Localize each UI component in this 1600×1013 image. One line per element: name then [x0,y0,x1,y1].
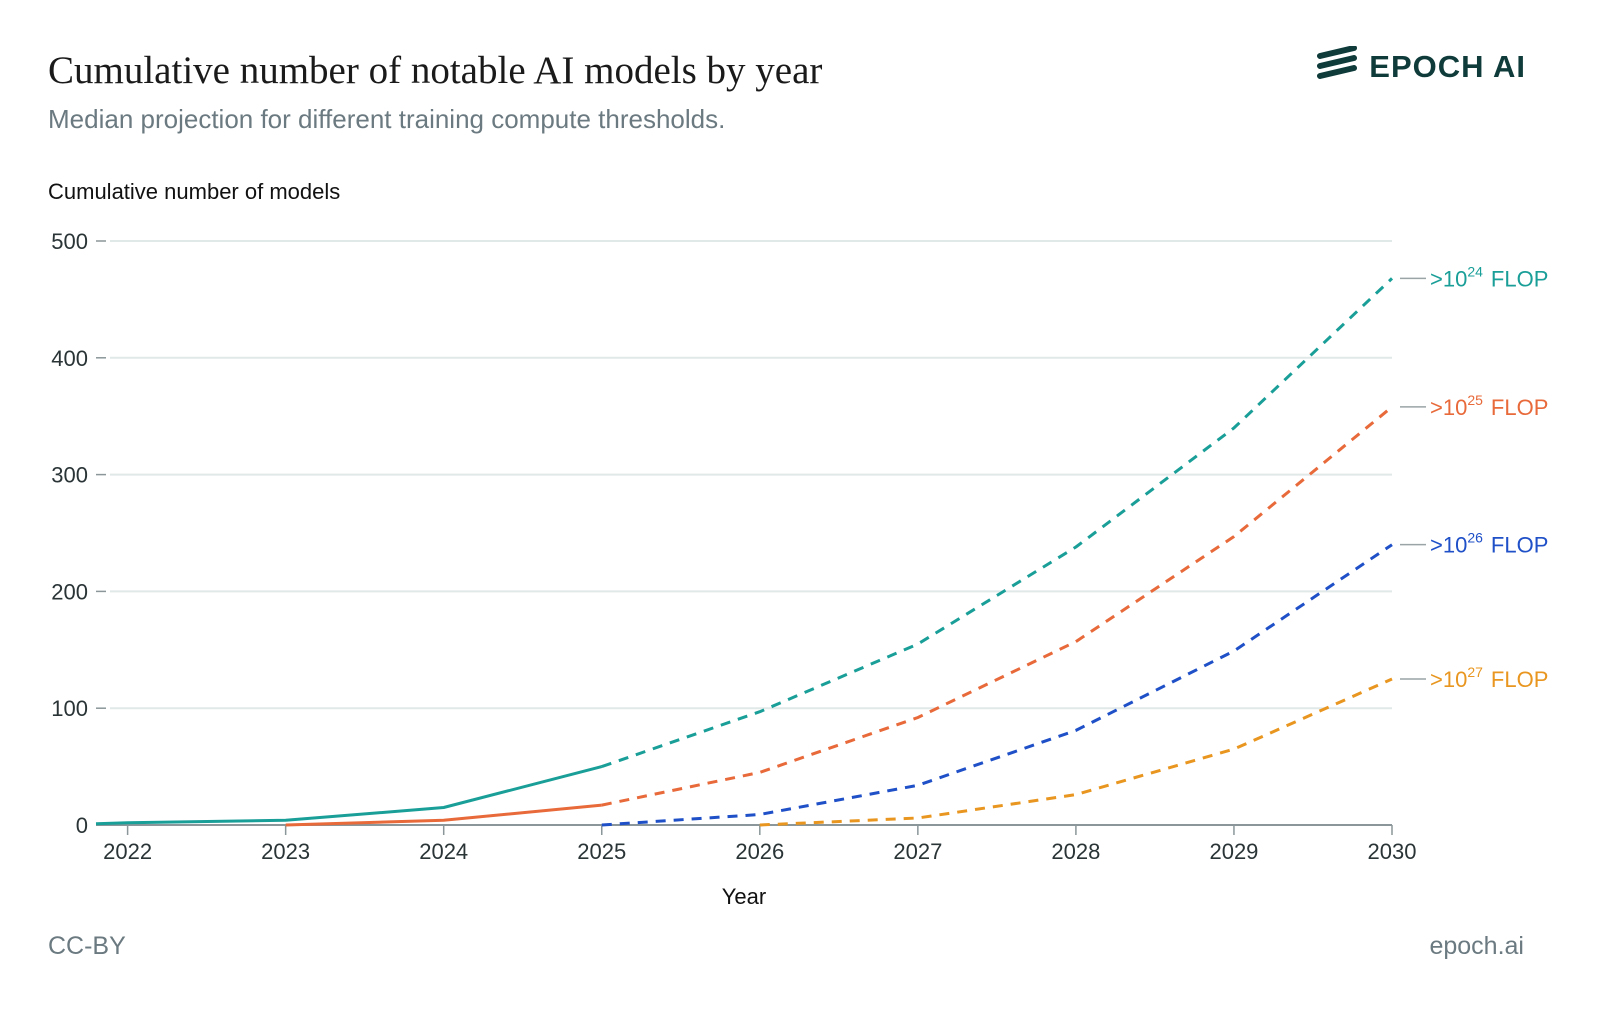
brand-name: EPOCH AI [1369,48,1526,84]
license-label: CC-BY [48,932,126,960]
y-axis-title: Cumulative number of models [48,179,340,204]
x-tick-label: 2023 [261,839,310,864]
y-tick-label: 400 [51,346,88,371]
y-tick-label: 300 [51,463,88,488]
x-tick-label: 2024 [419,839,468,864]
x-tick-label: 2022 [103,839,152,864]
site-link[interactable]: epoch.ai [1429,932,1524,960]
series-label: >1026 FLOP [1430,530,1548,558]
x-axis-title: Year [722,884,766,909]
x-tick-label: 2025 [577,839,626,864]
epoch-logo-icon [1317,45,1358,87]
series-projected-line [601,405,1393,807]
chart-subtitle: Median projection for different training… [48,104,726,134]
y-tick-label: 500 [51,229,88,254]
series-projected-line [601,543,1393,827]
x-tick-label: 2026 [735,839,784,864]
y-tick-label: 100 [51,696,88,721]
series-observed-line [95,765,603,826]
series-label: >1024 FLOP [1430,263,1548,291]
x-tick-label: 2028 [1051,839,1100,864]
chart-title: Cumulative number of notable AI models b… [48,49,823,92]
series-projected-line [759,677,1393,827]
x-tick-label: 2027 [893,839,942,864]
brand-logo[interactable]: EPOCH AI [1317,45,1526,87]
x-tick-label: 2030 [1368,839,1417,864]
y-tick-label: 200 [51,579,88,604]
series-observed-line [285,803,602,827]
y-tick-label: 0 [76,813,88,838]
x-tick-label: 2029 [1209,839,1258,864]
series-label: >1025 FLOP [1430,392,1548,420]
series-label: >1027 FLOP [1430,664,1548,692]
series-projected-line [601,277,1394,769]
